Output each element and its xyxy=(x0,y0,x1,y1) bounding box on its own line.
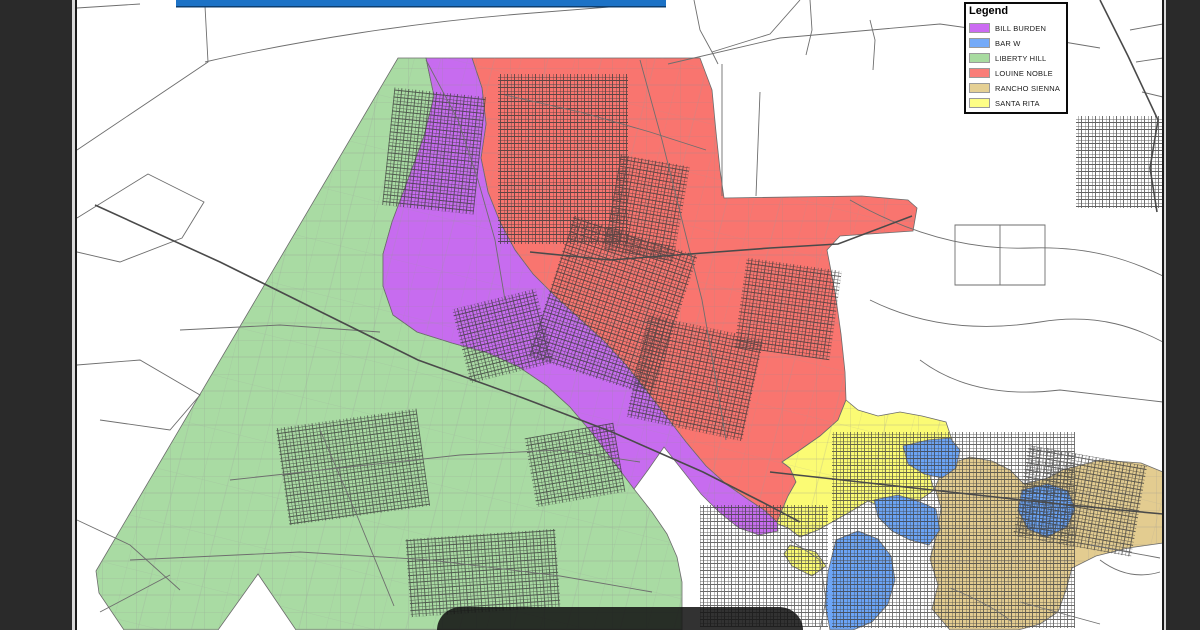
title-bar xyxy=(176,0,666,8)
legend-item: BILL BURDEN xyxy=(969,23,1064,33)
legend-item-label: LOUINE NOBLE xyxy=(995,68,1053,78)
legend-item: SANTA RITA xyxy=(969,98,1064,108)
legend-swatch-louine-noble xyxy=(969,68,990,78)
legend-item-label: BILL BURDEN xyxy=(995,23,1047,33)
legend-item: BAR W xyxy=(969,38,1064,48)
legend-swatch-santa-rita xyxy=(969,98,990,108)
legend-swatch-rancho-sienna xyxy=(969,83,990,93)
legend-item: RANCHO SIENNA xyxy=(969,83,1064,93)
legend-item-label: LIBERTY HILL xyxy=(995,53,1047,63)
legend-item-label: RANCHO SIENNA xyxy=(995,83,1061,93)
major-roads xyxy=(94,0,1164,523)
legend-item-label: SANTA RITA xyxy=(995,98,1040,108)
legend-item-label: BAR W xyxy=(995,38,1021,48)
bottom-overlay xyxy=(437,607,803,630)
legend-swatch-liberty-hill xyxy=(969,53,990,63)
legend-item: LOUINE NOBLE xyxy=(969,68,1064,78)
legend-swatch-bill-burden xyxy=(969,23,990,33)
legend-title: Legend xyxy=(969,5,1009,17)
legend-item: LIBERTY HILL xyxy=(969,53,1064,63)
legend-swatch-bar-w xyxy=(969,38,990,48)
dense-streets-clusters xyxy=(275,74,1162,628)
legend: Legend BILL BURDEN BAR W LIBERTY HILL LO… xyxy=(964,2,1068,114)
road-network xyxy=(76,0,1164,630)
